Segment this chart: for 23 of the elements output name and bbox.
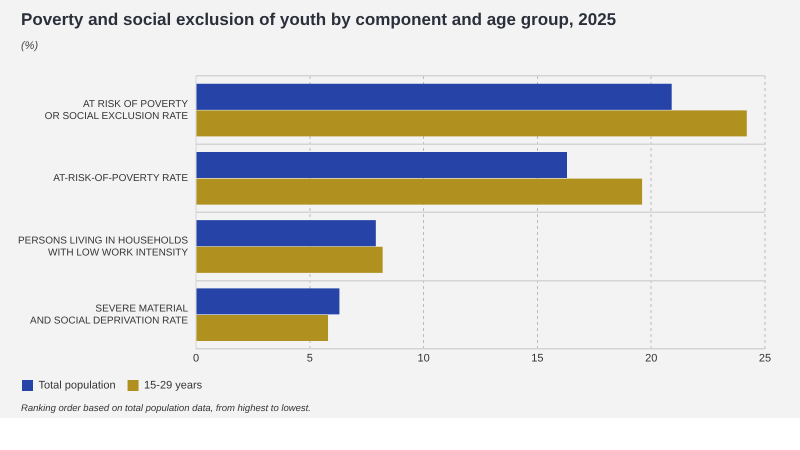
y-tick-label: SEVERE MATERIAL AND SOCIAL DEPRIVATION RATE xyxy=(30,303,188,326)
x-tick-label: 0 xyxy=(192,352,200,364)
bar xyxy=(196,110,747,136)
y-tick-label: PERSONS LIVING IN HOUSEHOLDS WITH LOW WORK INTENSITY xyxy=(18,235,188,258)
text: (%) xyxy=(21,40,38,52)
chart-title: Poverty and social exclusion of youth by component and age group, 2025 xyxy=(21,10,616,30)
bar xyxy=(196,288,340,314)
bar xyxy=(196,314,328,342)
bar xyxy=(196,178,642,205)
bar xyxy=(196,152,567,178)
y-tick-label: AT-RISK-OF-POVERTY RATE xyxy=(53,173,188,184)
x-tick-label: 15 xyxy=(531,352,544,364)
bar xyxy=(196,246,383,273)
x-tick-label: 20 xyxy=(645,352,658,364)
legend-label: 15-29 years xyxy=(144,380,203,392)
bar xyxy=(196,84,672,110)
text: Ranking order based on total population data, from highest to lowest. xyxy=(21,403,311,414)
legend-label: Total population xyxy=(38,380,116,392)
x-tick-label: 5 xyxy=(306,352,313,364)
x-tick-label: 25 xyxy=(758,352,772,364)
x-tick-label: 10 xyxy=(418,352,430,364)
y-tick-label: AT RISK OF POVERTY OR SOCIAL EXCLUSION RATE xyxy=(44,98,188,122)
bar xyxy=(196,220,376,246)
